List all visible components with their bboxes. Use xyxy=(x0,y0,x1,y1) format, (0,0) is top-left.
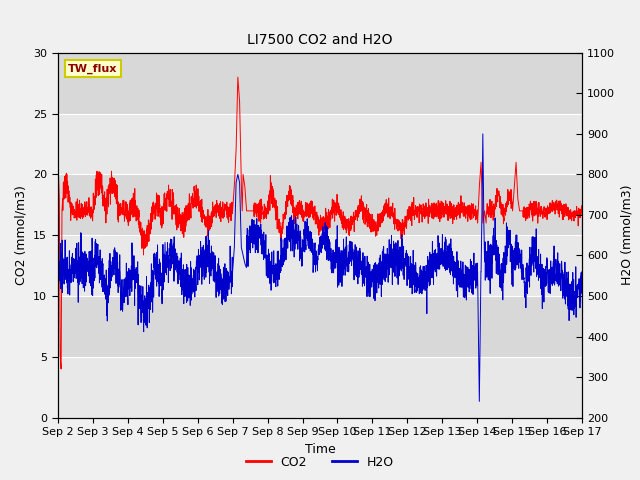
Y-axis label: H2O (mmol/m3): H2O (mmol/m3) xyxy=(621,185,634,286)
Legend: CO2, H2O: CO2, H2O xyxy=(241,451,399,474)
Bar xyxy=(58,357,582,418)
X-axis label: Time: Time xyxy=(305,443,335,456)
Bar xyxy=(58,174,582,235)
Bar xyxy=(58,235,582,296)
Text: TW_flux: TW_flux xyxy=(68,64,118,74)
Title: LI7500 CO2 and H2O: LI7500 CO2 and H2O xyxy=(247,34,393,48)
Y-axis label: CO2 (mmol/m3): CO2 (mmol/m3) xyxy=(15,185,28,285)
Bar xyxy=(58,53,582,114)
Bar xyxy=(58,296,582,357)
Bar xyxy=(58,114,582,174)
